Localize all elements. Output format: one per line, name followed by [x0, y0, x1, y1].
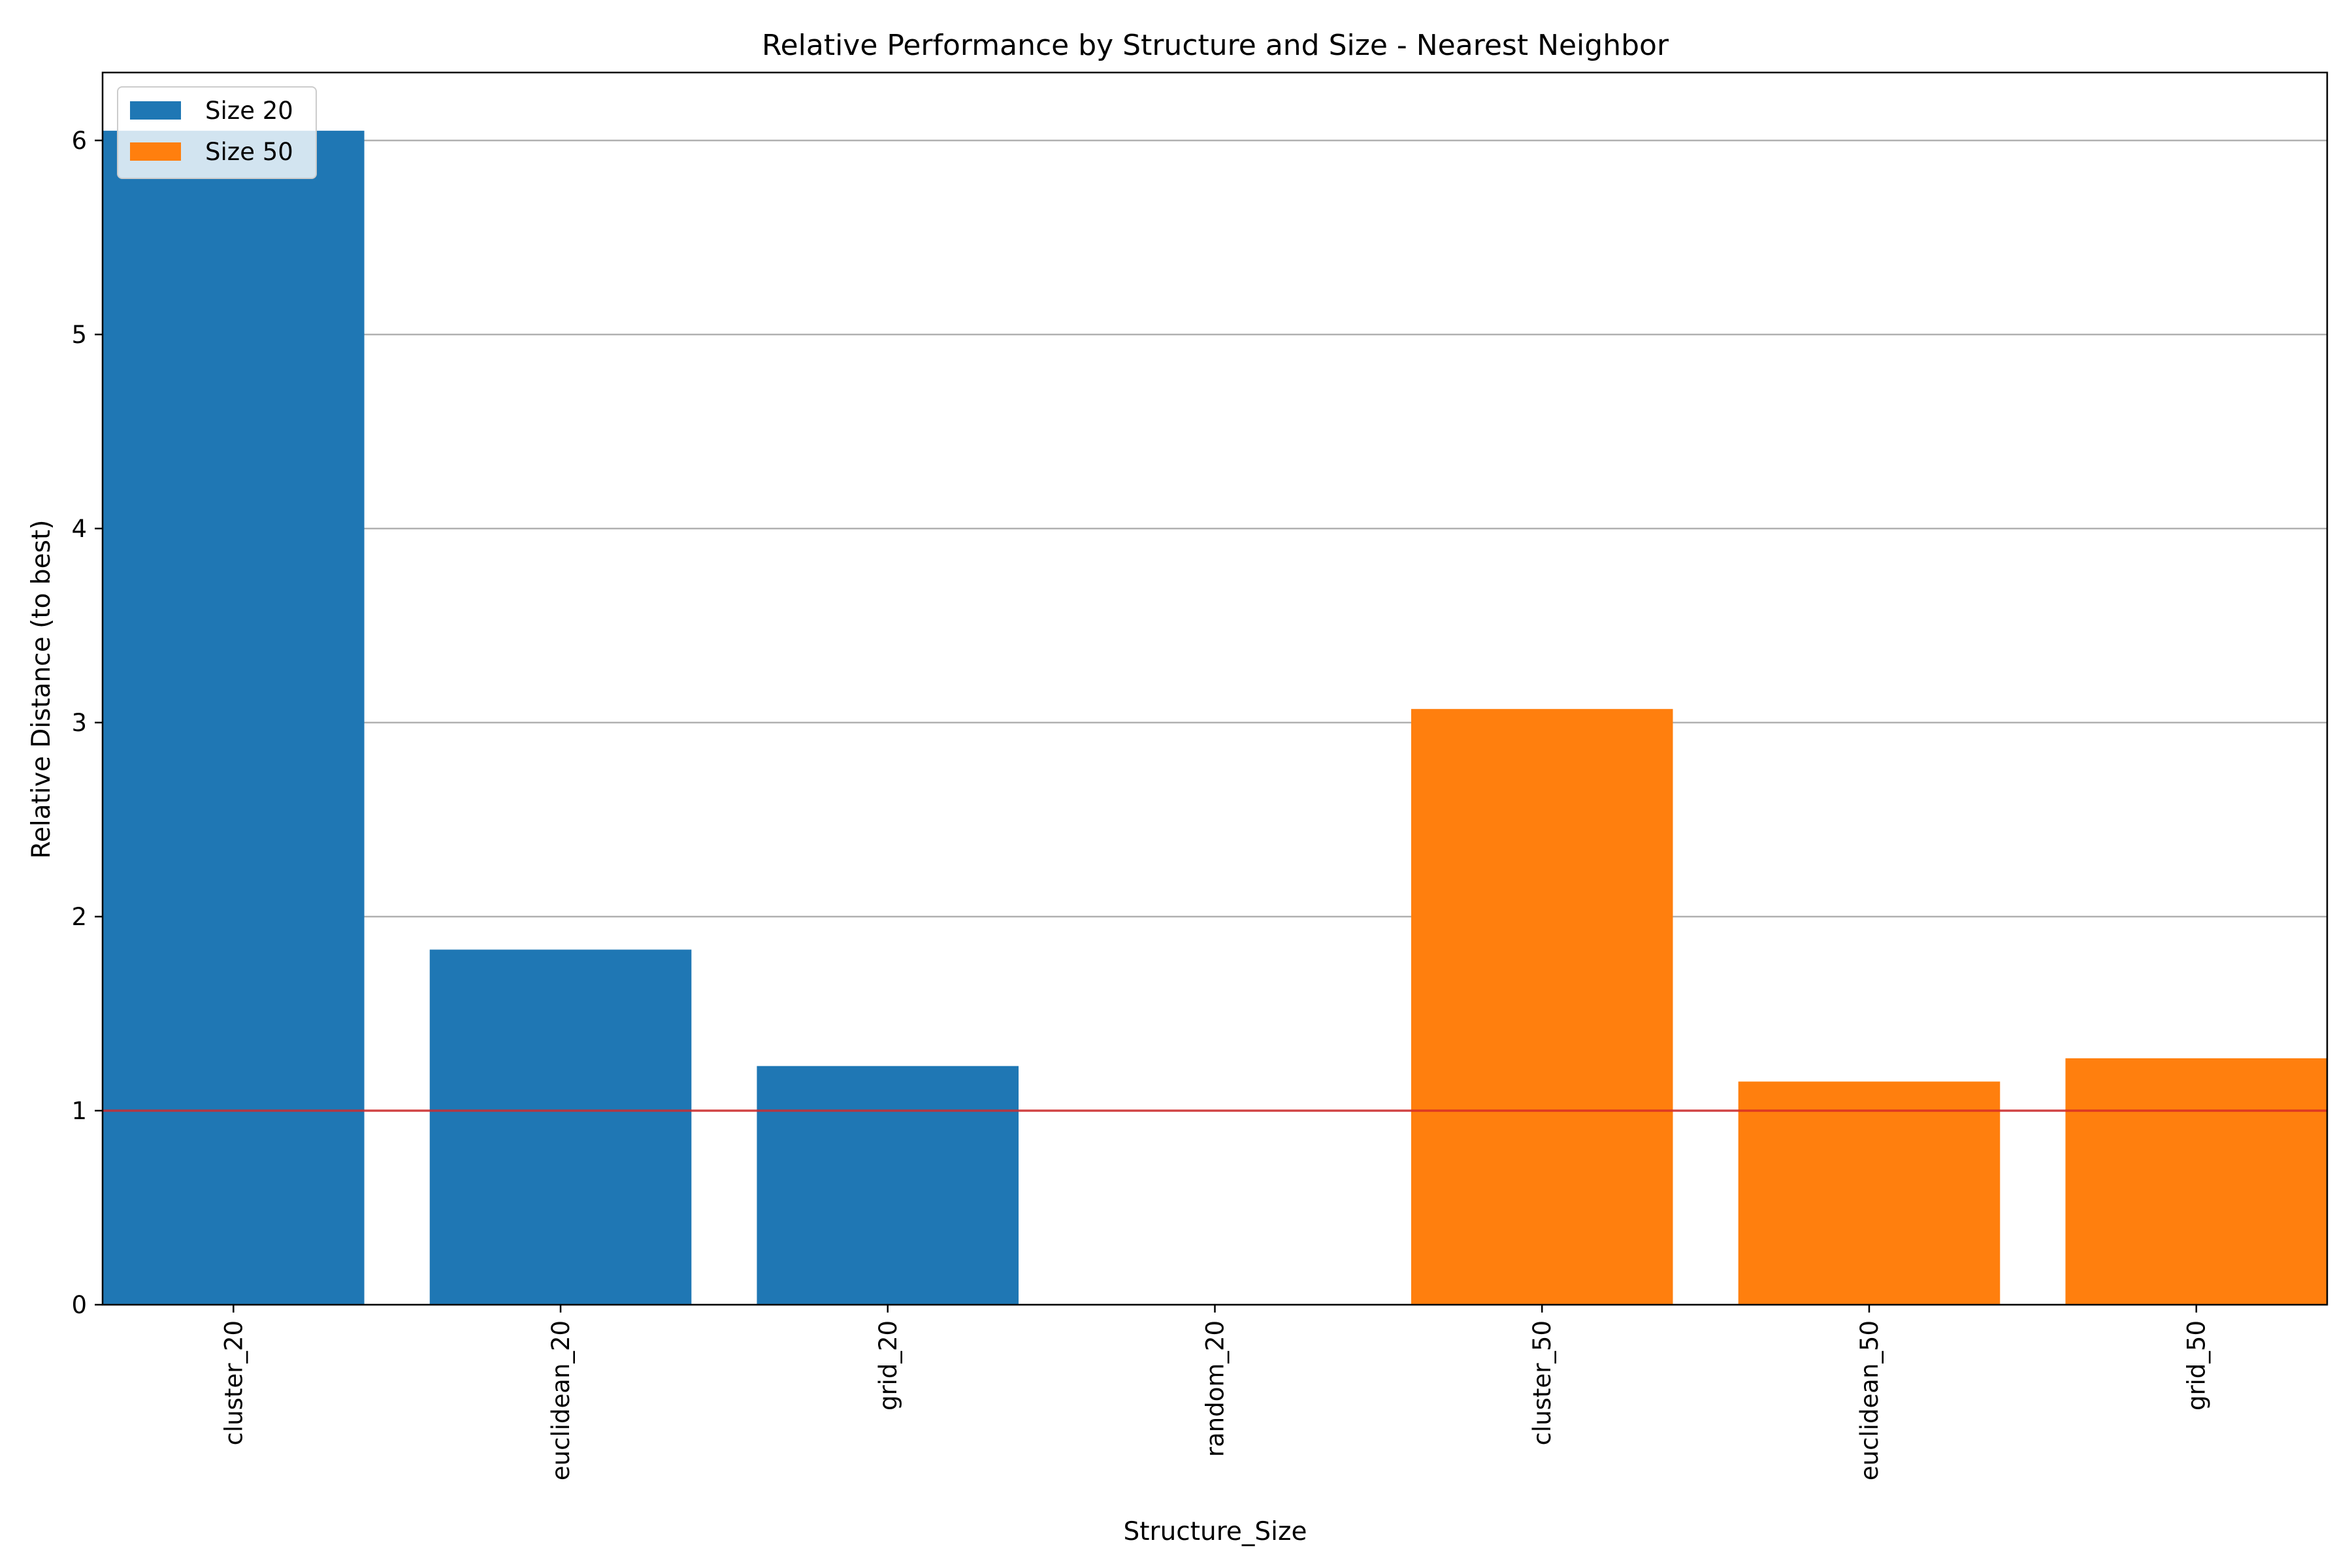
y-tick-label: 0	[71, 1291, 87, 1319]
bar-grid_50	[2065, 1058, 2327, 1305]
x-tick-label: cluster_50	[1528, 1320, 1556, 1445]
x-tick-label: grid_20	[874, 1320, 902, 1411]
y-tick-label: 1	[71, 1097, 87, 1125]
x-tick-label: cluster_20	[220, 1320, 248, 1445]
y-axis-label: Relative Distance (to best)	[27, 520, 56, 859]
legend-label-size-20: Size 20	[205, 97, 293, 125]
bar-euclidean_50	[1738, 1081, 2001, 1305]
legend-label-size-50: Size 50	[205, 138, 293, 166]
bars	[103, 131, 2327, 1305]
y-tick-label: 3	[71, 709, 87, 737]
x-tick-label: euclidean_50	[1855, 1320, 1884, 1480]
bar-euclidean_20	[429, 949, 692, 1305]
x-axis-ticks: cluster_20 euclidean_20 grid_20 random_20 cl…	[220, 1305, 2211, 1480]
legend-swatch-size-50	[130, 142, 181, 161]
x-tick-label: random_20	[1201, 1320, 1230, 1457]
x-tick-label: grid_50	[2183, 1320, 2211, 1411]
chart-title: Relative Performance by Structure and Si…	[762, 29, 1669, 62]
y-tick-label: 5	[71, 321, 87, 349]
x-axis-label: Structure_Size	[1124, 1517, 1307, 1546]
bar-cluster_50	[1411, 709, 1673, 1305]
y-tick-label: 6	[71, 127, 87, 155]
y-tick-label: 2	[71, 903, 87, 931]
legend-swatch-size-20	[130, 101, 181, 120]
legend: Size 20 Size 50	[117, 86, 317, 179]
y-tick-label: 4	[71, 515, 87, 543]
bar-grid_20	[757, 1066, 1019, 1305]
x-tick-label: euclidean_20	[547, 1320, 575, 1480]
bar-cluster_20	[103, 131, 365, 1305]
y-axis-ticks: 0 1 2 3 4 5 6	[71, 127, 103, 1319]
